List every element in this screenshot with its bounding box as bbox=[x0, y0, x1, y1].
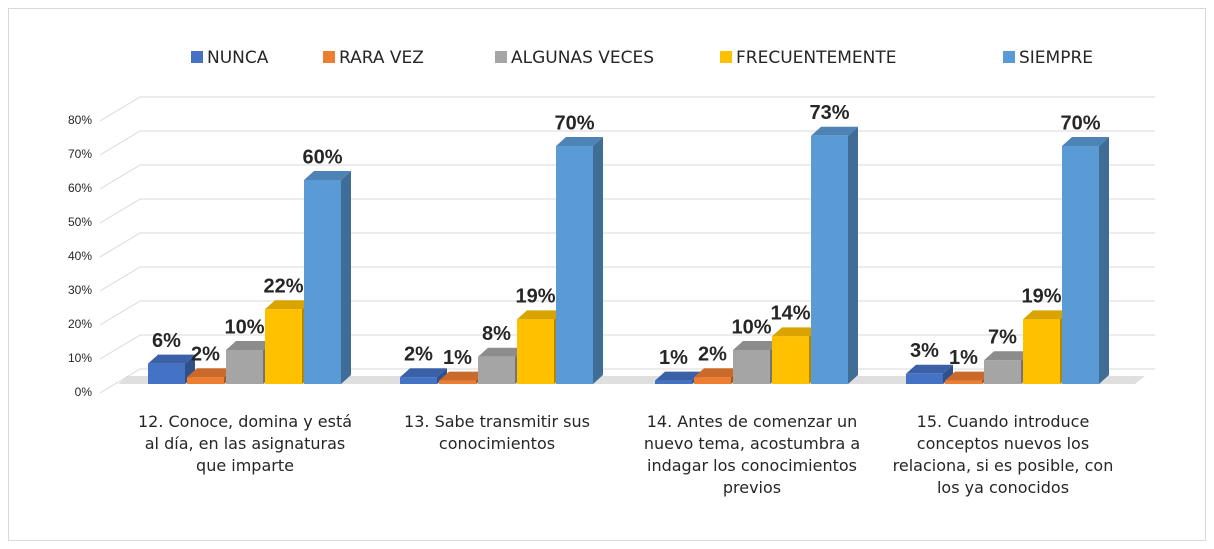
value-label: 1% bbox=[949, 347, 978, 369]
bar bbox=[517, 319, 554, 384]
y-tick-label: 70% bbox=[68, 147, 92, 161]
grid-line bbox=[99, 96, 1155, 122]
value-label: 10% bbox=[731, 316, 771, 338]
value-label: 2% bbox=[191, 343, 220, 365]
bar bbox=[226, 350, 263, 384]
value-label: 6% bbox=[152, 330, 181, 352]
bar-top bbox=[265, 300, 312, 310]
bar bbox=[400, 377, 437, 384]
chart-frame bbox=[8, 8, 1206, 541]
bar-top bbox=[439, 371, 486, 381]
legend-label: FRECUENTEMENTE bbox=[736, 48, 896, 68]
bar-side bbox=[437, 368, 447, 384]
bar-side bbox=[943, 364, 953, 384]
grid-line bbox=[99, 266, 1155, 292]
value-label: 3% bbox=[910, 340, 939, 362]
bar-top bbox=[772, 327, 819, 337]
legend-swatch bbox=[323, 51, 335, 63]
grid-line bbox=[99, 198, 1155, 224]
bar bbox=[1062, 146, 1099, 384]
value-label: 19% bbox=[515, 286, 555, 308]
bar bbox=[187, 377, 224, 384]
bar bbox=[439, 380, 476, 384]
x-tick-label: 15. Cuando introduce conceptos nuevos lo… bbox=[892, 412, 1114, 497]
value-label: 7% bbox=[988, 326, 1017, 348]
bar bbox=[733, 350, 770, 384]
bar bbox=[984, 360, 1021, 384]
bar-top bbox=[811, 126, 858, 136]
bar bbox=[655, 380, 692, 384]
value-label: 60% bbox=[302, 146, 342, 168]
y-tick-label: 40% bbox=[68, 249, 92, 263]
legend-swatch bbox=[1003, 51, 1015, 63]
bar bbox=[772, 336, 809, 384]
bar-top bbox=[1062, 137, 1109, 146]
bar-top bbox=[733, 341, 780, 350]
y-tick-label: 0% bbox=[75, 385, 93, 399]
grid-line bbox=[99, 232, 1155, 258]
bar-side bbox=[341, 171, 351, 384]
value-label: 1% bbox=[443, 347, 472, 369]
bar-top bbox=[226, 341, 273, 350]
bar-top bbox=[187, 368, 234, 378]
value-label: 8% bbox=[482, 323, 511, 345]
y-tick-label: 10% bbox=[68, 351, 92, 365]
legend-swatch bbox=[720, 51, 732, 63]
bar bbox=[811, 135, 848, 384]
grid-line bbox=[99, 164, 1155, 190]
bar-top bbox=[304, 171, 351, 180]
bar-top bbox=[1023, 310, 1070, 320]
value-label: 19% bbox=[1021, 286, 1061, 308]
y-tick-label: 50% bbox=[68, 215, 92, 229]
bar-top bbox=[906, 364, 953, 374]
legend-label: RARA VEZ bbox=[339, 48, 424, 68]
bar bbox=[478, 356, 515, 384]
y-tick-label: 30% bbox=[68, 283, 92, 297]
x-tick-label: 13. Sabe transmitir sus conocimientos bbox=[404, 412, 590, 453]
bar-top bbox=[148, 354, 195, 364]
bar-top bbox=[984, 351, 1031, 361]
legend-swatch bbox=[495, 51, 507, 63]
x-tick-label: 14. Antes de comenzar un nuevo tema, aco… bbox=[643, 412, 861, 497]
bar bbox=[1023, 319, 1060, 384]
bar-top bbox=[517, 310, 564, 320]
bar bbox=[148, 363, 185, 384]
bar-side bbox=[1099, 137, 1109, 384]
value-label: 70% bbox=[1060, 112, 1100, 134]
legend-label: SIEMPRE bbox=[1019, 48, 1093, 68]
y-tick-label: 20% bbox=[68, 317, 92, 331]
bar-top bbox=[655, 371, 702, 381]
bar-side bbox=[593, 137, 603, 384]
legend-swatch bbox=[191, 51, 203, 63]
bar-top bbox=[945, 371, 992, 381]
grid-line bbox=[99, 130, 1155, 156]
value-label: 1% bbox=[659, 347, 688, 369]
bar bbox=[265, 309, 302, 384]
value-label: 14% bbox=[770, 303, 810, 325]
y-tick-label: 80% bbox=[68, 113, 92, 127]
bar-top bbox=[694, 368, 741, 378]
value-label: 22% bbox=[263, 275, 303, 297]
bar-top bbox=[478, 347, 525, 357]
bar bbox=[945, 380, 982, 384]
value-label: 73% bbox=[809, 102, 849, 124]
bar-top bbox=[400, 368, 447, 378]
bar bbox=[556, 146, 593, 384]
value-label: 70% bbox=[554, 112, 594, 134]
value-label: 10% bbox=[224, 316, 264, 338]
value-label: 2% bbox=[698, 343, 727, 365]
bar bbox=[694, 377, 731, 384]
floor bbox=[118, 376, 1145, 384]
x-tick-label: 12. Conoce, domina y está al día, en las… bbox=[137, 412, 353, 475]
legend-label: NUNCA bbox=[207, 48, 269, 68]
bar bbox=[906, 373, 943, 384]
bar-side bbox=[848, 126, 858, 385]
y-tick-label: 60% bbox=[68, 181, 92, 195]
legend-label: ALGUNAS VECES bbox=[511, 48, 654, 68]
bar bbox=[304, 180, 341, 384]
value-label: 2% bbox=[404, 343, 433, 365]
bar-top bbox=[556, 137, 603, 146]
